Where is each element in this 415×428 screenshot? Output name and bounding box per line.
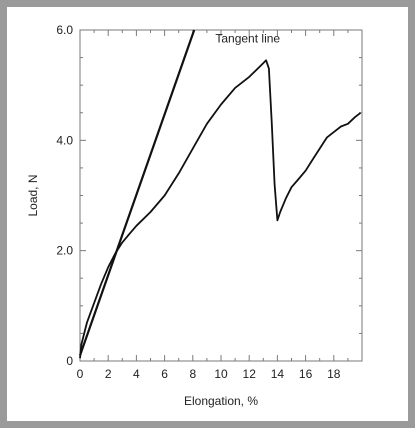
x-tick-label: 6 — [161, 367, 168, 381]
load-elongation-chart: 0 2 4 6 8 10 12 14 16 18 02.04.06.0 Tangent line … — [26, 23, 363, 408]
y-tick-label: 6.0 — [56, 23, 73, 37]
series-layer — [78, 29, 362, 359]
x-tick-label: 8 — [189, 367, 196, 381]
tangent-line-series — [78, 29, 196, 356]
y-tick-labels: 0 2.0 4.0 6.0 — [56, 23, 73, 368]
x-tick-label: 12 — [243, 367, 257, 381]
x-tick-label: 4 — [133, 367, 140, 381]
y-axis-label: Load, N — [26, 174, 40, 216]
y-tick-label: 0 — [66, 354, 73, 368]
axis-ticks — [79, 29, 362, 362]
y-tick-label: 2.0 — [56, 244, 73, 258]
load-elongation-curve — [79, 59, 362, 359]
x-tick-label: 18 — [327, 367, 341, 381]
x-tick-label: 14 — [271, 367, 285, 381]
figure-panel: 0 2 4 6 8 10 12 14 16 18 0 2.0 4.0 6.0 Tangent line … — [7, 7, 408, 421]
tangent-line-annotation: Tangent line — [215, 31, 280, 45]
y-tick-label: 4.0 — [56, 133, 73, 147]
x-tick-label: 0 — [77, 367, 84, 381]
x-tick-label: 10 — [214, 367, 228, 381]
plot-area-frame — [79, 29, 363, 362]
x-axis-label: Elongation, % — [184, 394, 258, 408]
x-tick-labels: 0 2 4 6 8 10 12 14 16 18 — [77, 367, 341, 381]
x-tick-label: 2 — [105, 367, 112, 381]
x-tick-label: 16 — [299, 367, 313, 381]
